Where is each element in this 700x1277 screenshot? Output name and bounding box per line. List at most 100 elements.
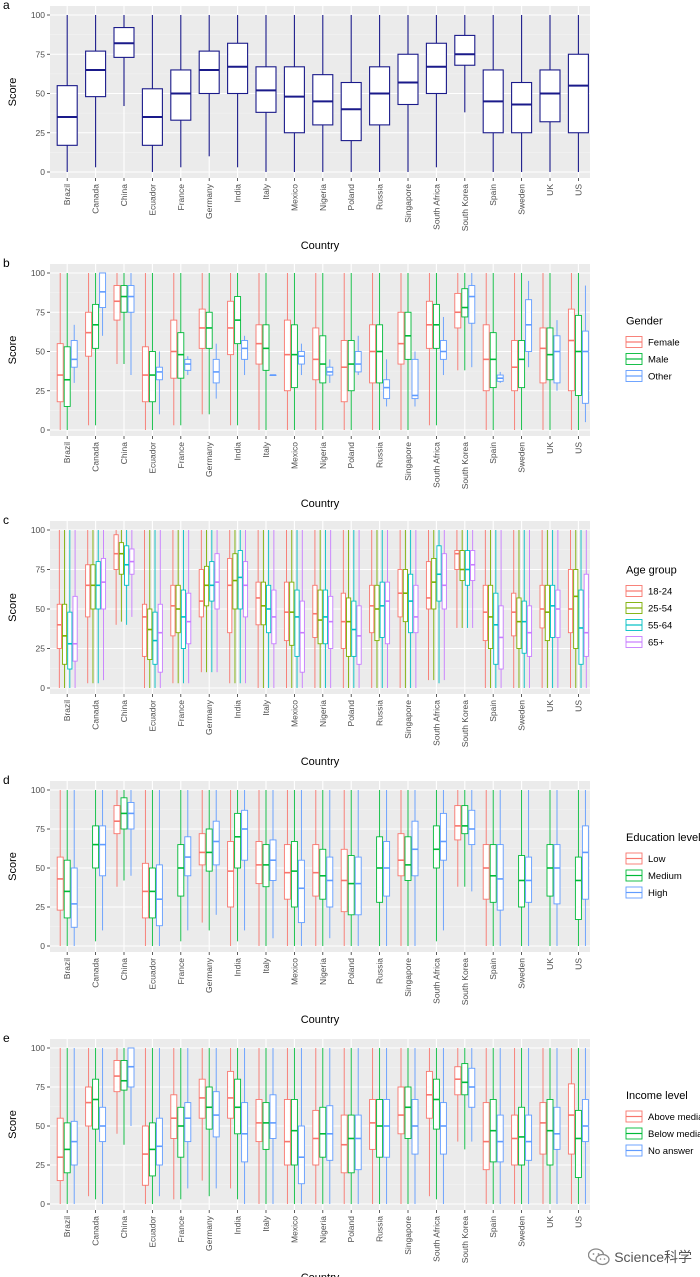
box-low [227,790,235,946]
box-18-24 [227,530,233,684]
box-body [404,836,412,881]
box-body [567,569,574,634]
box-body [384,581,391,645]
box-body [525,1114,533,1161]
box-body [148,867,156,919]
box-other [127,273,135,376]
x-tick-label: South Korea [460,700,470,748]
box-low [454,790,462,887]
x-tick-label: Canada [91,1216,101,1246]
box-male [404,273,412,430]
y-tick-label: 25 [36,386,46,396]
box-25-54 [431,530,437,681]
x-axis-title: Country [301,498,340,510]
box-body [496,1114,504,1163]
box-above-median [255,1048,263,1204]
box-no-answer [525,1048,533,1204]
box-65- [441,530,447,681]
box-body [546,1099,554,1166]
box-body [297,351,305,365]
box-body [404,1086,412,1139]
box-body [581,330,589,404]
box-body [241,809,249,861]
box-body [340,81,362,142]
x-tick-label: Russia [375,442,385,468]
box-no-answer [581,1048,589,1204]
box-above-median [198,1048,206,1181]
box-body [574,314,582,396]
x-tick-label: Ecuador [147,700,157,732]
box-no-answer [269,1048,277,1204]
box-body [454,292,462,329]
y-tick-label: 25 [36,902,46,912]
box-55-64 [464,530,470,628]
box-below-median [148,1048,156,1204]
box-body [439,1102,447,1155]
box-body [326,856,334,908]
x-tick-label: Italy [261,1215,271,1231]
box-body [413,584,419,634]
x-tick-label: Germany [204,699,214,735]
box-body [72,595,78,662]
box-no-answer [326,1048,334,1204]
box-female [369,273,377,430]
legend-item-label: Other [648,372,672,383]
box-medium [319,790,327,946]
y-tick-label: 0 [40,425,45,435]
box-body [376,836,384,903]
y-tick-label: 50 [36,1121,46,1131]
box-female [170,273,178,426]
box-25-54 [544,530,550,688]
box-25-54 [317,530,323,688]
box-25-54 [488,530,494,688]
box-above-median [369,1048,377,1204]
box-18-24 [283,530,290,688]
x-tick-label: UK [545,442,555,454]
box-below-median [404,1048,412,1204]
box-body [148,351,156,403]
box-above-median [141,1048,149,1204]
box-body [312,74,334,126]
box-medium [432,790,440,942]
x-tick-label: Ecuador [147,184,157,216]
box-body [56,85,78,146]
box-body [85,50,107,98]
box-25-54 [118,530,124,622]
box-55-64 [152,530,158,688]
box-high [184,790,192,931]
box-male [177,273,185,426]
box-below-median [376,1048,384,1204]
box-18-24 [454,530,460,628]
x-tick-label: Mexico [289,958,299,985]
box-65- [328,530,334,688]
box-body [369,324,377,384]
panel-label: a [3,0,10,12]
box-below-median [290,1048,298,1204]
x-tick-label: UK [545,958,555,970]
box-male [574,273,582,430]
x-tick-label: Canada [91,958,101,988]
box-all [454,15,476,113]
box-55-64 [294,530,300,688]
legend-item-label: Below median [648,1129,700,1140]
box-body [312,844,320,897]
box-body [241,340,249,360]
box-body [511,1114,519,1166]
box-body [411,358,419,400]
box-medium [489,790,497,946]
x-tick-label: UK [545,184,555,196]
box-no-answer [212,1048,220,1189]
box-65- [214,530,220,673]
box-18-24 [567,530,574,688]
x-tick-label: Mexico [289,1216,299,1243]
x-tick-label: US [573,184,583,196]
y-tick-label: 75 [36,49,46,59]
box-25-54 [402,530,408,688]
panel-a: a 0 25 50 75 100 Brazil Canada China Ecuador Franc… [3,0,590,252]
y-tick-label: 25 [36,128,46,138]
box-body [402,569,408,623]
box-65- [100,530,107,681]
box-25-54 [203,530,210,673]
x-tick-label: China [119,442,129,464]
box-55-64 [124,530,130,625]
